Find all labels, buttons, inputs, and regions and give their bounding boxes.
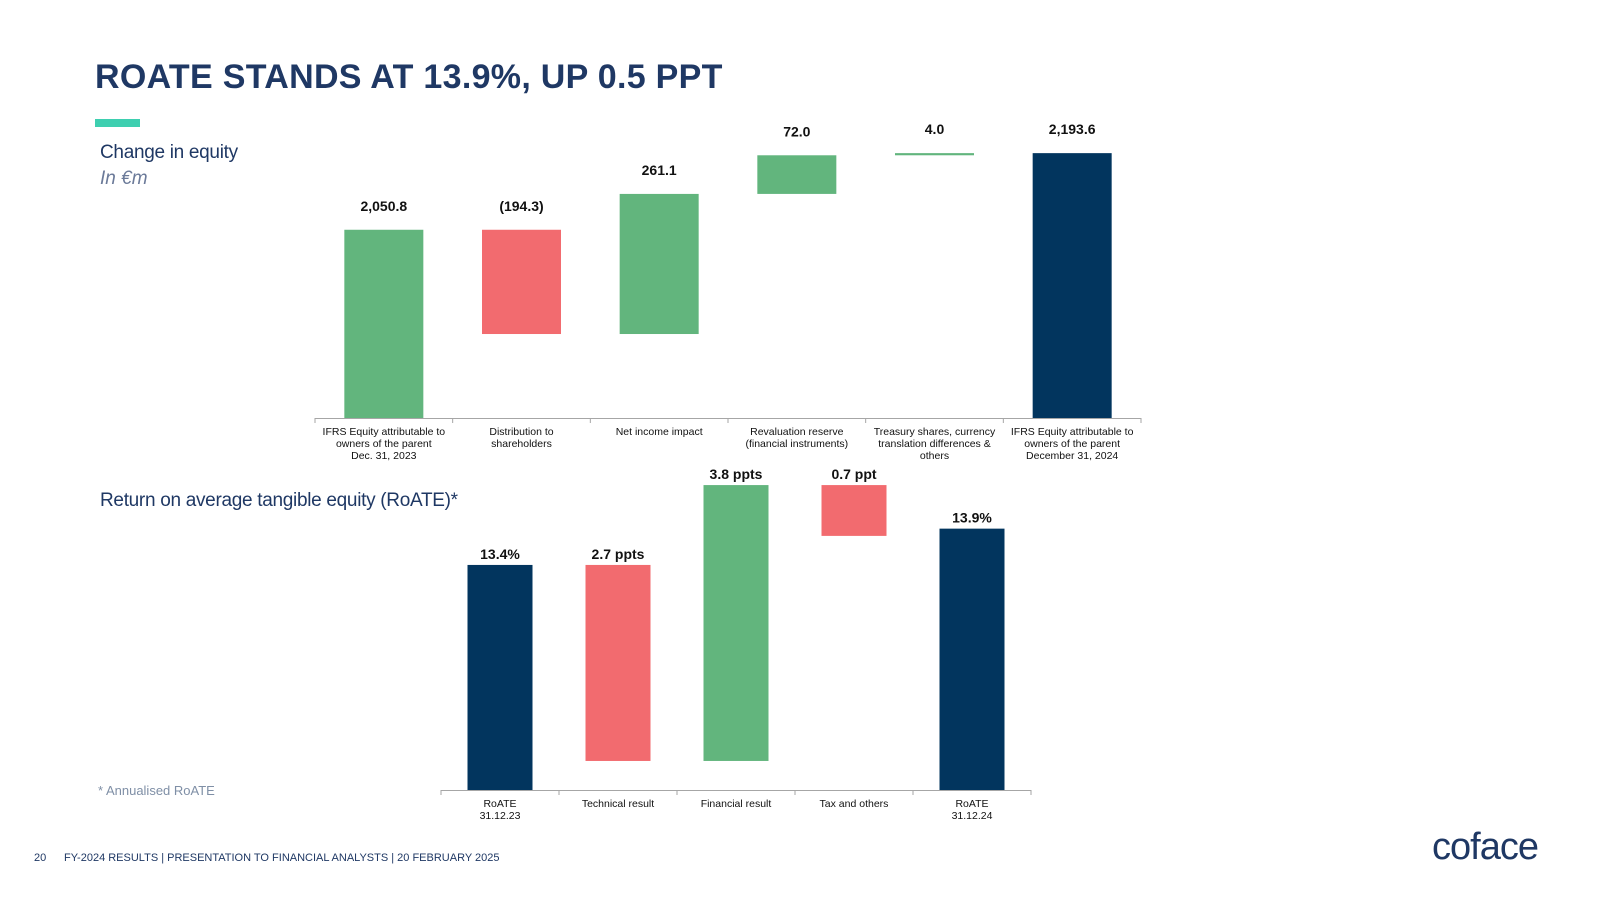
- waterfall-bar: [1032, 153, 1112, 418]
- bar-value-label: 13.4%: [480, 546, 520, 562]
- category-label: translation differences &: [878, 438, 990, 450]
- bar-value-label: 4.0: [925, 121, 945, 137]
- category-label: 31.12.23: [480, 810, 521, 822]
- category-label: Tax and others: [820, 798, 889, 810]
- category-label: others: [920, 450, 949, 462]
- waterfall-bar: [703, 485, 769, 761]
- waterfall-bar: [344, 229, 424, 418]
- category-label: IFRS Equity attributable to: [323, 426, 446, 438]
- bar-value-label: (194.3): [499, 198, 543, 214]
- footer: 20 FY-2024 RESULTS | PRESENTATION TO FINA…: [34, 852, 499, 864]
- waterfall-bar: [939, 528, 1005, 790]
- category-label: 31.12.24: [952, 810, 993, 822]
- bar-value-label: 3.8 ppts: [710, 466, 763, 482]
- page-number: 20: [34, 852, 47, 864]
- category-label: shareholders: [491, 438, 552, 450]
- equity-section-title: Change in equity: [100, 142, 238, 163]
- footer-text: FY-2024 RESULTS | PRESENTATION TO FINANC…: [64, 852, 500, 864]
- roate-section-title: Return on average tangible equity (RoATE…: [100, 490, 458, 511]
- category-label: Distribution to: [489, 426, 553, 438]
- title-accent-bar: [95, 119, 140, 127]
- bar-value-label: 261.1: [642, 162, 677, 178]
- bar-value-label: 0.7 ppt: [831, 466, 876, 482]
- waterfall-bar: [585, 564, 651, 761]
- bar-value-label: 2.7 ppts: [592, 546, 645, 562]
- category-label: owners of the parent: [336, 438, 432, 450]
- coface-logo: coface: [1432, 826, 1539, 868]
- category-label: RoATE: [483, 798, 516, 810]
- category-label: IFRS Equity attributable to: [1011, 426, 1134, 438]
- category-label: Technical result: [582, 798, 654, 810]
- waterfall-bar: [821, 485, 887, 536]
- category-label: December 31, 2024: [1026, 450, 1118, 462]
- waterfall-bar: [467, 564, 533, 790]
- category-label: Treasury shares, currency: [874, 426, 996, 438]
- waterfall-bar: [482, 229, 561, 335]
- footnote: * Annualised RoATE: [98, 783, 215, 798]
- category-label: owners of the parent: [1024, 438, 1120, 450]
- waterfall-bar: [895, 153, 974, 156]
- category-label: (financial instruments): [745, 438, 848, 450]
- page-title: ROATE STANDS AT 13.9%, UP 0.5 PPT: [95, 58, 723, 96]
- bar-value-label: 2,193.6: [1049, 121, 1096, 137]
- category-label: Revaluation reserve: [750, 426, 844, 438]
- equity-section-unit: In €m: [100, 168, 148, 189]
- category-label: Dec. 31, 2023: [351, 450, 417, 462]
- bar-value-label: 13.9%: [952, 510, 992, 526]
- bar-value-label: 72.0: [783, 123, 810, 139]
- category-label: Net income impact: [616, 426, 703, 438]
- bar-value-label: 2,050.8: [360, 198, 407, 214]
- waterfall-bar: [619, 193, 699, 335]
- waterfall-bar: [757, 155, 837, 194]
- category-label: RoATE: [955, 798, 988, 810]
- category-label: Financial result: [701, 798, 772, 810]
